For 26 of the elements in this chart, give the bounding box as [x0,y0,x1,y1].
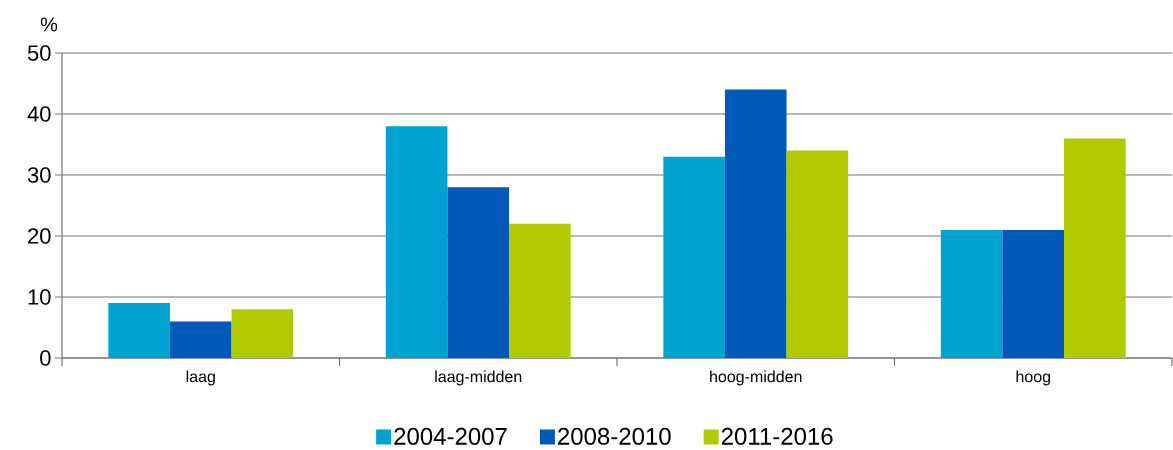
bar [1064,138,1126,358]
bar [1002,229,1065,358]
bar [724,89,787,358]
y-tick-label: 20 [28,228,51,244]
y-tick-label: 30 [27,167,51,183]
bar [108,303,170,358]
bar [169,321,232,358]
y-tick-label: 50 [27,45,51,61]
bar [940,229,1003,358]
y-tick-label: 40 [27,106,51,122]
x-tick-label: hoog [1016,370,1051,386]
bar [447,187,510,358]
bar [509,223,571,358]
x-tick-label: hoog-midden [710,370,802,386]
y-tick-label: 10 [28,289,51,305]
x-tick-label: laag [186,370,215,386]
legend-label: 2011-2016 [721,427,833,445]
legend-label: 2008-2010 [558,427,671,445]
bar [663,156,725,358]
bar [385,126,448,358]
bar [786,150,849,358]
x-tick-label: laag-midden [435,370,522,386]
y-tick-label: 0 [40,350,51,366]
y-axis-title: % [40,17,58,32]
legend-label: 2004-2007 [394,427,507,445]
bar [231,309,294,358]
